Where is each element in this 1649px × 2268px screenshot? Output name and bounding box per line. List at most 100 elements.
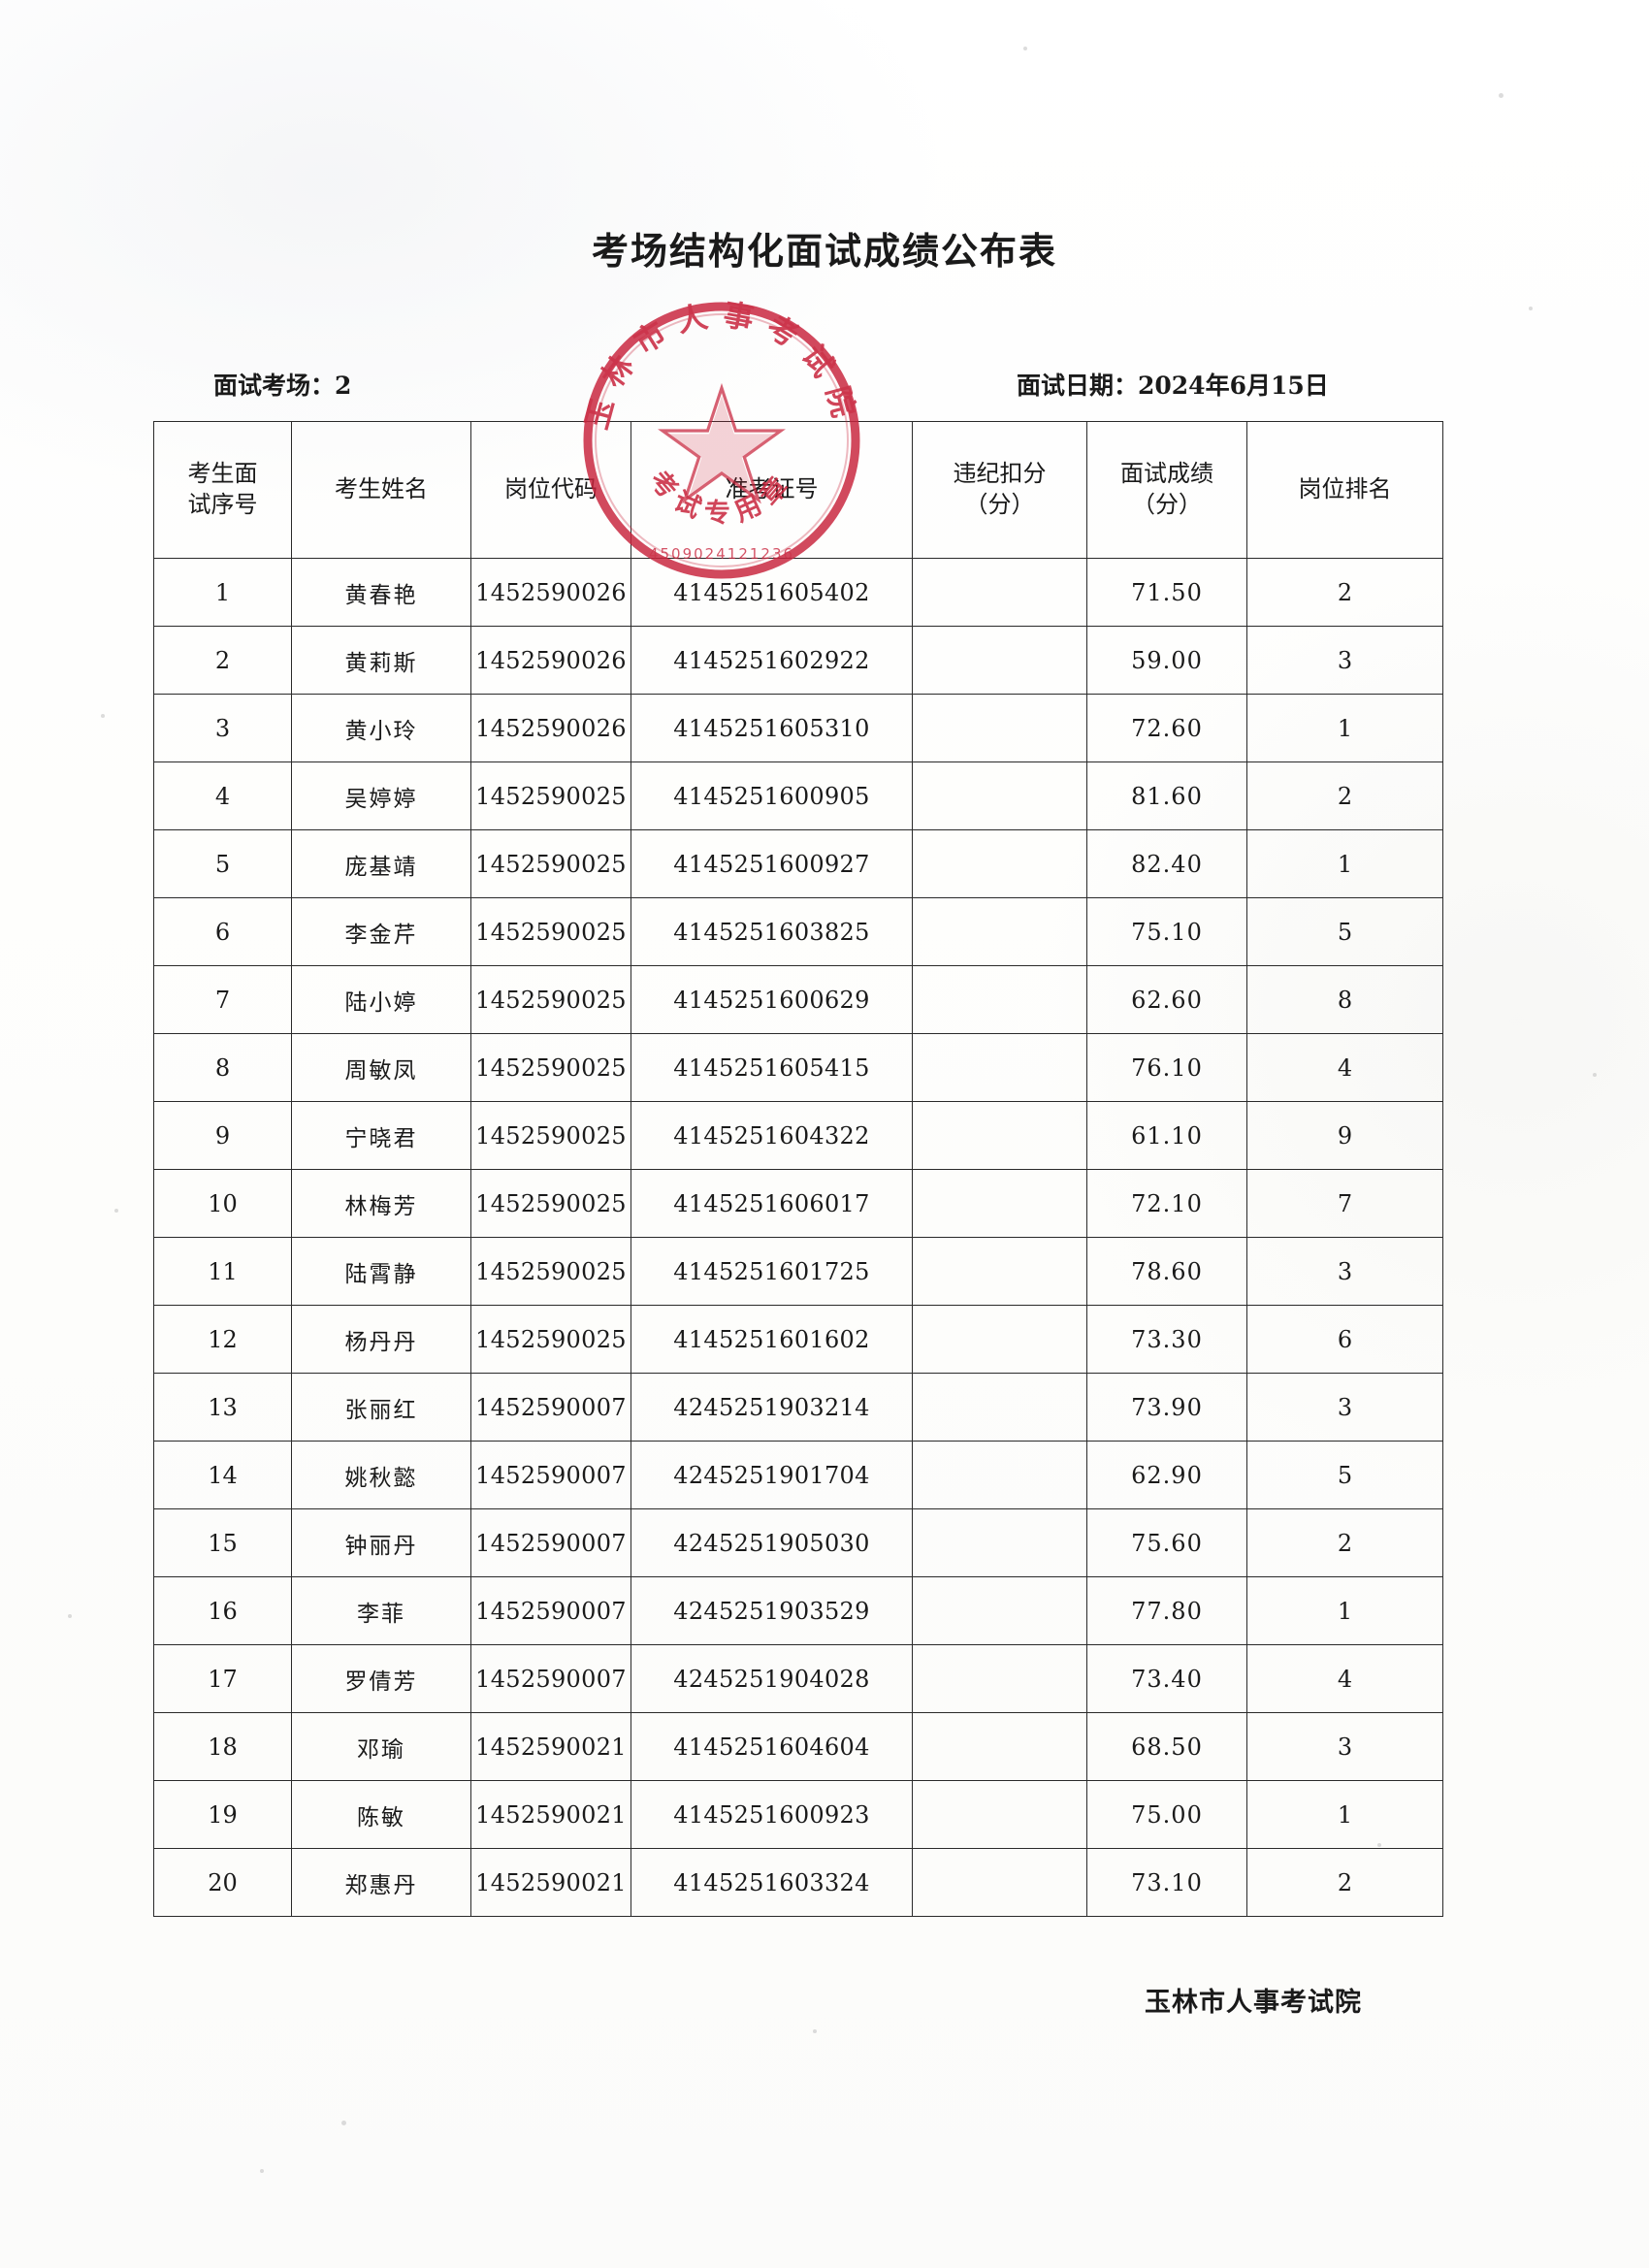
cell-interview-score: 77.80 (1086, 1576, 1247, 1645)
cell-candidate-name: 周敏凤 (291, 1033, 471, 1102)
cell-job-code: 1452590026 (470, 626, 631, 695)
cell-deduction (912, 1305, 1087, 1374)
cell-sequence: 7 (153, 965, 292, 1034)
cell-job-code: 1452590025 (470, 829, 631, 898)
cell-job-code: 1452590025 (470, 1169, 631, 1238)
cell-sequence: 9 (153, 1101, 292, 1170)
cell-job-code: 1452590007 (470, 1576, 631, 1645)
cell-interview-score: 73.10 (1086, 1848, 1247, 1917)
page-title: 考场结构化面试成绩公布表 (591, 229, 1057, 273)
cell-deduction (912, 694, 1087, 762)
cell-ticket-number: 4145251602922 (630, 626, 913, 695)
table-row: 20 郑惠丹 1452590021 4145251603324 73.10 2 (153, 1848, 1443, 1917)
cell-deduction (912, 626, 1087, 695)
cell-deduction (912, 1169, 1087, 1238)
scan-speck (341, 2121, 346, 2125)
cell-interview-score: 68.50 (1086, 1712, 1247, 1781)
table-row: 2 黄莉斯 1452590026 4145251602922 59.00 3 (153, 626, 1443, 695)
column-header-ticket-number: 准考证号 (630, 421, 913, 559)
table-header: 考生面 试序号 考生姓名 岗位代码 准考证号 违纪扣分 （分） 面试成绩 (153, 421, 1443, 559)
cell-deduction (912, 1101, 1087, 1170)
cell-ticket-number: 4145251600905 (630, 761, 913, 830)
cell-sequence: 13 (153, 1373, 292, 1442)
cell-candidate-name: 吴婷婷 (291, 761, 471, 830)
scan-speck (813, 2029, 817, 2033)
cell-interview-score: 81.60 (1086, 761, 1247, 830)
cell-ticket-number: 4145251600629 (630, 965, 913, 1034)
cell-deduction (912, 1508, 1087, 1577)
table-row: 4 吴婷婷 1452590025 4145251600905 81.60 2 (153, 761, 1443, 830)
cell-interview-score: 62.90 (1086, 1441, 1247, 1509)
scan-speck (1023, 47, 1027, 50)
table-row: 14 姚秋懿 1452590007 4245251901704 62.90 5 (153, 1441, 1443, 1509)
cell-candidate-name: 张丽红 (291, 1373, 471, 1442)
cell-sequence: 4 (153, 761, 292, 830)
table-row: 7 陆小婷 1452590025 4145251600629 62.60 8 (153, 965, 1443, 1034)
cell-interview-score: 72.60 (1086, 694, 1247, 762)
table-body: 1 黄春艳 1452590026 4145251605402 71.50 2 2 黄莉斯 145… (153, 558, 1443, 1917)
cell-interview-score: 72.10 (1086, 1169, 1247, 1238)
cell-ticket-number: 4245251903214 (630, 1373, 913, 1442)
interview-date-label: 面试日期：2024年6月15日 (1017, 372, 1329, 400)
cell-interview-score: 73.40 (1086, 1644, 1247, 1713)
cell-ticket-number: 4245251901704 (630, 1441, 913, 1509)
scan-speck (1593, 1073, 1597, 1077)
cell-ticket-number: 4145251603324 (630, 1848, 913, 1917)
cell-job-code: 1452590021 (470, 1780, 631, 1849)
cell-interview-score: 59.00 (1086, 626, 1247, 695)
cell-job-rank: 5 (1246, 1441, 1443, 1509)
cell-interview-score: 78.60 (1086, 1237, 1247, 1306)
cell-sequence: 2 (153, 626, 292, 695)
column-header-line2: 试序号 (187, 491, 258, 518)
column-header-line1: 准考证号 (725, 475, 819, 503)
table-row: 18 邓瑜 1452590021 4145251604604 68.50 3 (153, 1712, 1443, 1781)
cell-job-rank: 1 (1246, 1780, 1443, 1849)
cell-sequence: 1 (153, 558, 292, 627)
cell-interview-score: 82.40 (1086, 829, 1247, 898)
cell-job-code: 1452590007 (470, 1373, 631, 1442)
cell-sequence: 15 (153, 1508, 292, 1577)
cell-sequence: 14 (153, 1441, 292, 1509)
cell-job-code: 1452590021 (470, 1712, 631, 1781)
cell-deduction (912, 1237, 1087, 1306)
table-row: 8 周敏凤 1452590025 4145251605415 76.10 4 (153, 1033, 1443, 1102)
cell-candidate-name: 钟丽丹 (291, 1508, 471, 1577)
cell-job-code: 1452590025 (470, 761, 631, 830)
scan-speck (114, 1209, 118, 1213)
cell-job-rank: 7 (1246, 1169, 1443, 1238)
cell-candidate-name: 陆小婷 (291, 965, 471, 1034)
cell-job-rank: 4 (1246, 1033, 1443, 1102)
table-row: 15 钟丽丹 1452590007 4245251905030 75.60 2 (153, 1508, 1443, 1577)
cell-job-rank: 3 (1246, 1373, 1443, 1442)
cell-sequence: 18 (153, 1712, 292, 1781)
scan-speck (260, 2169, 264, 2173)
cell-deduction (912, 1848, 1087, 1917)
table-row: 9 宁晓君 1452590025 4145251604322 61.10 9 (153, 1101, 1443, 1170)
scan-speck (68, 1614, 72, 1618)
meta-row: 面试考场：2 面试日期：2024年6月15日 (153, 367, 1442, 405)
cell-deduction (912, 829, 1087, 898)
cell-job-rank: 6 (1246, 1305, 1443, 1374)
cell-ticket-number: 4145251600923 (630, 1780, 913, 1849)
cell-candidate-name: 李菲 (291, 1576, 471, 1645)
column-header-line2: （分） (964, 491, 1035, 518)
cell-job-rank: 1 (1246, 694, 1443, 762)
column-header-line1: 违纪扣分 (953, 460, 1047, 488)
cell-ticket-number: 4145251600927 (630, 829, 913, 898)
cell-deduction (912, 1644, 1087, 1713)
cell-candidate-name: 姚秋懿 (291, 1441, 471, 1509)
cell-job-code: 1452590007 (470, 1644, 631, 1713)
cell-candidate-name: 庞基靖 (291, 829, 471, 898)
cell-job-rank: 9 (1246, 1101, 1443, 1170)
cell-ticket-number: 4145251604604 (630, 1712, 913, 1781)
cell-deduction (912, 558, 1087, 627)
issuing-organization: 玉林市人事考试院 (1145, 1988, 1362, 2018)
table-row: 16 李菲 1452590007 4245251903529 77.80 1 (153, 1576, 1443, 1645)
cell-job-code: 1452590025 (470, 965, 631, 1034)
cell-sequence: 8 (153, 1033, 292, 1102)
cell-job-code: 1452590007 (470, 1508, 631, 1577)
cell-job-rank: 5 (1246, 897, 1443, 966)
cell-ticket-number: 4145251601725 (630, 1237, 913, 1306)
cell-job-rank: 2 (1246, 1508, 1443, 1577)
cell-sequence: 17 (153, 1644, 292, 1713)
